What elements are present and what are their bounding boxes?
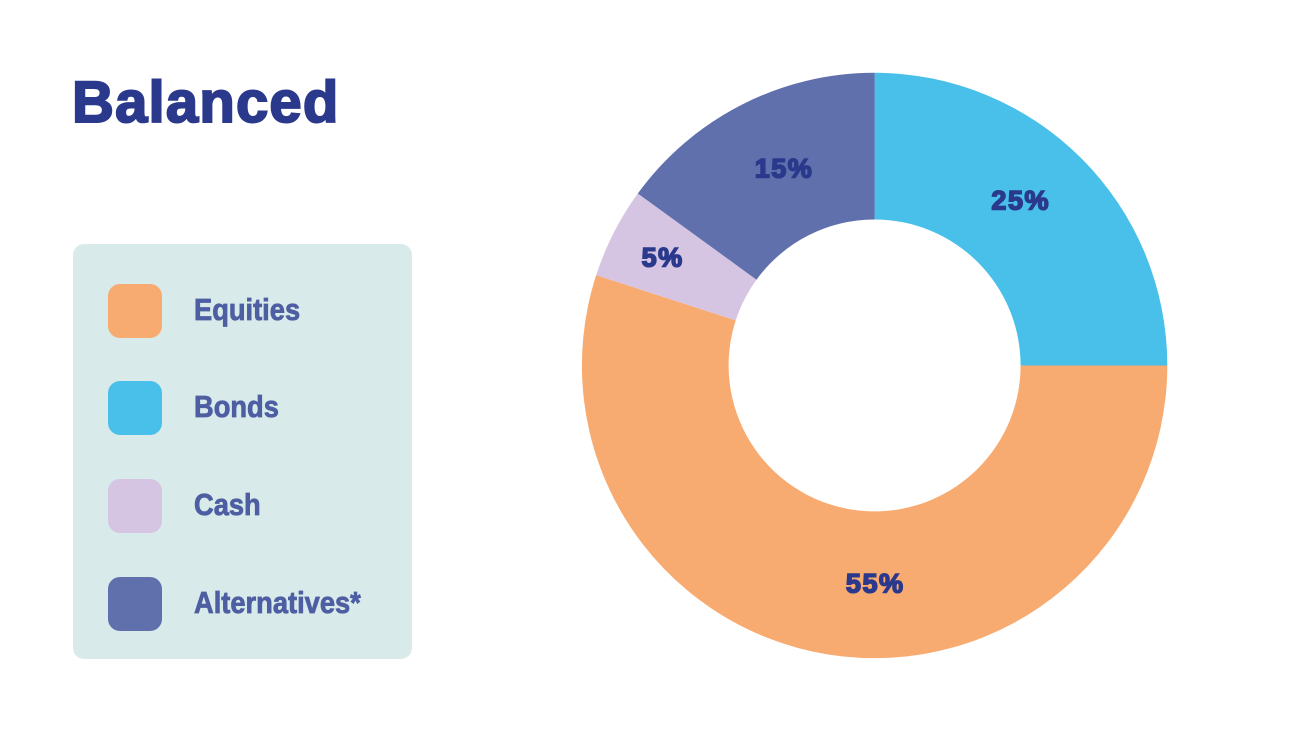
- svg-text:25%: 25%: [991, 185, 1050, 215]
- svg-text:5%: 5%: [642, 242, 684, 272]
- svg-text:15%: 15%: [755, 153, 814, 183]
- svg-text:55%: 55%: [846, 569, 905, 599]
